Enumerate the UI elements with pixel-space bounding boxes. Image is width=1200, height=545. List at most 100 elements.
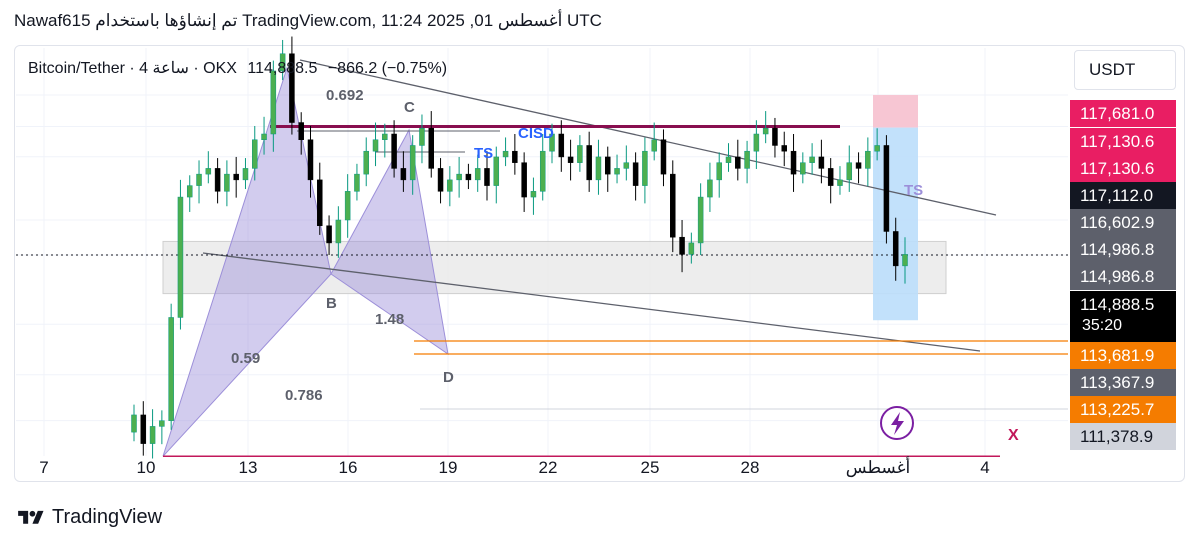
candle-body bbox=[205, 168, 212, 175]
candle-body bbox=[140, 414, 147, 444]
candle-body bbox=[846, 162, 853, 181]
candle-body bbox=[400, 168, 407, 181]
candle-body bbox=[242, 168, 249, 181]
price-axis-label: 113,367.9 bbox=[1070, 369, 1176, 396]
footer-brand: TradingView bbox=[52, 506, 163, 528]
candle-body bbox=[772, 128, 778, 146]
candle-body bbox=[902, 254, 908, 267]
candle-body bbox=[428, 128, 435, 169]
candle-body bbox=[874, 145, 880, 152]
candle-body bbox=[409, 145, 416, 181]
candle-body bbox=[651, 139, 657, 152]
candle-body bbox=[298, 122, 304, 140]
candle-body bbox=[688, 242, 695, 255]
cisd-label: CISD bbox=[518, 125, 554, 142]
candle-body bbox=[270, 70, 277, 135]
price-axis-label: 114,986.8 bbox=[1070, 236, 1176, 263]
candle-body bbox=[725, 156, 732, 163]
candle-body bbox=[539, 150, 546, 192]
tradingview-logo-icon bbox=[18, 510, 44, 524]
lower-trendline bbox=[202, 252, 981, 352]
support-zone bbox=[162, 240, 947, 295]
candle-body bbox=[567, 156, 574, 163]
time-tick-label: 13 bbox=[239, 458, 258, 477]
candle-body bbox=[149, 426, 156, 444]
candle-body bbox=[289, 53, 295, 123]
time-tick-label: 28 bbox=[741, 458, 760, 477]
time-tick-label: 22 bbox=[539, 458, 558, 477]
fib-0692-label: 0.692 bbox=[326, 87, 364, 104]
candle-body bbox=[660, 139, 667, 175]
candle-body bbox=[614, 168, 620, 175]
candle-body bbox=[530, 191, 537, 198]
candle-body bbox=[855, 162, 862, 169]
candle-body bbox=[604, 156, 611, 175]
candle-body bbox=[214, 168, 221, 192]
footer[interactable]: TradingView bbox=[16, 506, 162, 529]
candle-body bbox=[159, 420, 165, 427]
candle-body bbox=[391, 133, 397, 169]
candle-body bbox=[224, 173, 230, 192]
upper-trendline bbox=[299, 59, 997, 216]
symbol-name[interactable]: Bitcoin/Tether · 4 ساعة · OKX bbox=[28, 60, 237, 77]
candle-body bbox=[790, 150, 797, 175]
candle-body bbox=[233, 173, 239, 181]
price-axis-label: 113,681.9 bbox=[1070, 342, 1176, 369]
candle-body bbox=[707, 179, 713, 198]
candle-body bbox=[679, 236, 685, 255]
ts-left-label: TS bbox=[474, 145, 493, 162]
candle-body bbox=[642, 150, 648, 186]
currency-selector[interactable]: USDT bbox=[1074, 50, 1176, 90]
price-axis-label: 113,225.7 bbox=[1070, 396, 1176, 423]
chart-frame bbox=[14, 45, 1185, 482]
candle-body bbox=[307, 139, 314, 181]
candle-body bbox=[595, 156, 602, 181]
candle-body bbox=[800, 162, 806, 175]
candle-body bbox=[447, 179, 453, 192]
candle-body bbox=[186, 185, 193, 198]
price-axis-label: 117,130.6 bbox=[1070, 128, 1176, 155]
time-tick-label: 7 bbox=[39, 458, 48, 477]
fib-148-label: 1.48 bbox=[375, 311, 404, 328]
annotation-labels: 0.692 C CISD TS TS B 1.48 0.59 0.786 D X bbox=[231, 87, 1019, 444]
candle-body bbox=[484, 168, 490, 186]
candles bbox=[131, 36, 908, 459]
candle-body bbox=[252, 139, 258, 169]
time-tick-label: 10 bbox=[137, 458, 156, 477]
candle-body bbox=[465, 173, 472, 181]
candle-body bbox=[586, 145, 592, 181]
chart-header: Nawaf615 تم إنشاؤها باستخدام TradingView… bbox=[14, 11, 602, 30]
time-tick-label: 19 bbox=[439, 458, 458, 477]
candle-body bbox=[577, 145, 583, 163]
price-axis-label: 114,888.5 bbox=[1070, 291, 1176, 343]
candle-body bbox=[762, 128, 769, 135]
time-tick-label: أغسطس bbox=[846, 456, 910, 478]
candle-body bbox=[521, 162, 527, 198]
candle-body bbox=[744, 150, 750, 169]
price-axis-label: 117,112.0 bbox=[1070, 182, 1176, 209]
candle-body bbox=[437, 168, 444, 192]
time-tick-label: 25 bbox=[641, 458, 660, 477]
price-axis-label: 117,681.0 bbox=[1070, 100, 1176, 127]
price-axis-label: 117,130.6 bbox=[1070, 155, 1176, 182]
candle-body bbox=[474, 168, 481, 181]
candle-body bbox=[261, 133, 267, 140]
symbol-change: −866.2 (−0.75%) bbox=[327, 60, 448, 77]
candle-body bbox=[335, 219, 342, 244]
point-x-label: X bbox=[1008, 427, 1019, 444]
candle-body bbox=[279, 53, 286, 72]
candle-body bbox=[735, 156, 741, 169]
time-tick-label: 4 bbox=[980, 458, 989, 477]
candle-body bbox=[549, 133, 555, 152]
bar-countdown: 35:20 bbox=[1082, 317, 1123, 334]
candle-body bbox=[781, 145, 787, 152]
price-axis-label: 116,602.9 bbox=[1070, 209, 1176, 236]
candle-body bbox=[363, 150, 369, 175]
candle-body bbox=[131, 414, 137, 433]
candle-body bbox=[372, 139, 379, 152]
point-b-label: B bbox=[326, 295, 337, 312]
lightning-icon-glyph bbox=[891, 412, 904, 435]
candle-body bbox=[632, 162, 639, 186]
harmonic-bcd bbox=[330, 128, 449, 356]
